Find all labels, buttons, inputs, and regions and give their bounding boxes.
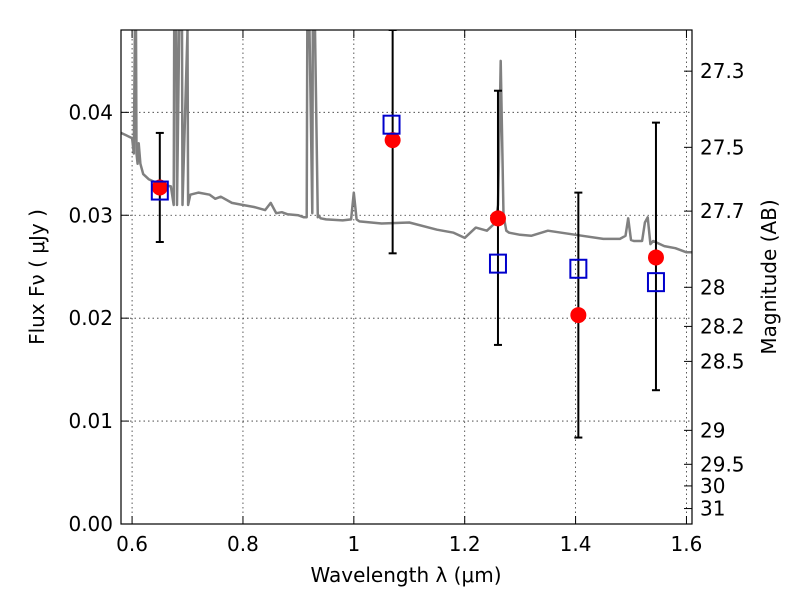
axes-layer [120, 29, 693, 525]
y-tick-label: 0.01 [68, 409, 113, 433]
y-axis-title: Flux Fν ( μJy ) [25, 209, 49, 345]
y-tick-label: 0.00 [68, 512, 113, 536]
observed-point [570, 307, 587, 324]
x-tick-label: 0.8 [227, 532, 259, 556]
right-axis-title: Magnitude (AB) [757, 199, 781, 354]
right-tick-label: 28.5 [700, 349, 745, 373]
x-tick-label: 1.6 [671, 532, 703, 556]
point-layer [150, 114, 665, 324]
right-tick-label: 29.5 [700, 452, 745, 476]
right-tick-label: 31 [700, 497, 725, 521]
spectrum-line [121, 30, 692, 254]
model-point [150, 180, 169, 201]
right-tick-label: 27.7 [700, 199, 745, 223]
right-tick-label: 27.3 [700, 59, 745, 83]
right-tick-label: 28 [700, 275, 725, 299]
x-tick-label: 1.4 [560, 532, 592, 556]
spectrum-layer [121, 30, 692, 254]
model-point [488, 253, 507, 274]
plot-background [121, 30, 692, 524]
right-tick-label: 29 [700, 418, 725, 442]
right-tick-label: 30 [700, 474, 725, 498]
observed-point [489, 210, 506, 227]
model-point [382, 114, 401, 135]
model-point [646, 272, 665, 293]
tick-label-layer: 0.6 0.8 1 1.2 1.4 1.6 0.00 0.01 0.02 0.03 0.04 27.3… [68, 59, 744, 556]
right-tick-label: 27.5 [700, 135, 745, 159]
x-tick-label: 0.6 [116, 532, 148, 556]
observed-point [151, 179, 168, 196]
x-axis-title: Wavelength λ (μm) [310, 563, 501, 587]
y-tick-label: 0.04 [68, 100, 113, 124]
plot-frame [120, 29, 693, 525]
right-tick-label: 28.2 [700, 314, 745, 338]
x-tick-label: 1.2 [449, 532, 481, 556]
y-tick-label: 0.02 [68, 306, 113, 330]
x-tick-label: 1 [347, 532, 360, 556]
model-point [569, 258, 588, 279]
y-tick-label: 0.03 [68, 203, 113, 227]
observed-point [384, 132, 401, 149]
observed-point [647, 249, 664, 266]
